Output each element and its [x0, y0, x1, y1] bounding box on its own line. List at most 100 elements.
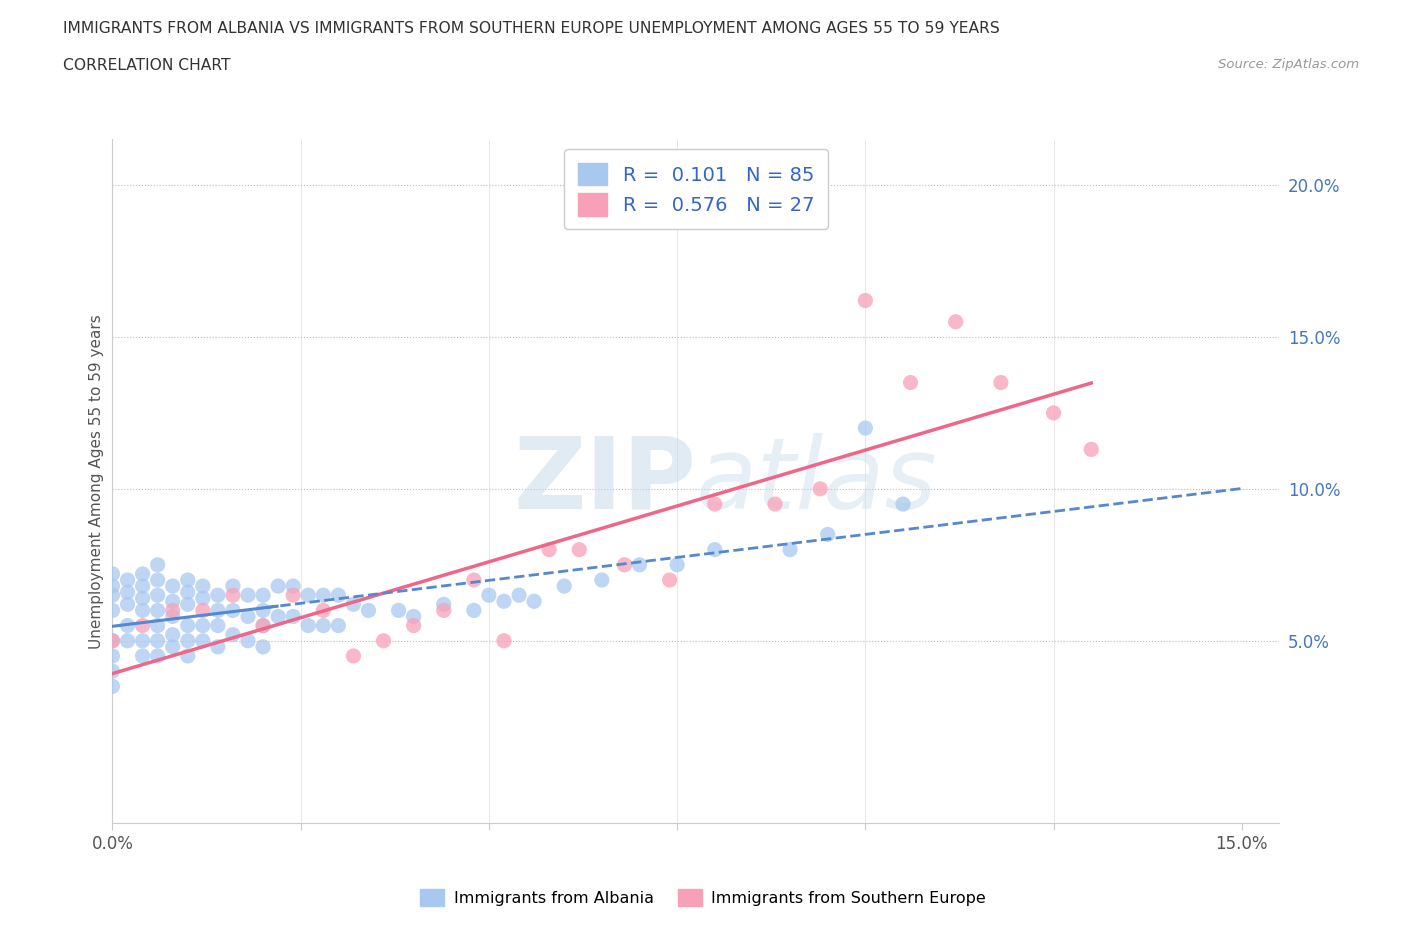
Point: [492, 633, 515, 648]
Point: [523, 594, 546, 609]
Point: [373, 633, 395, 648]
Point: [492, 594, 515, 609]
Point: [463, 603, 485, 618]
Point: [553, 578, 575, 593]
Point: [312, 588, 335, 603]
Point: [252, 640, 274, 655]
Point: [117, 585, 139, 600]
Point: [779, 542, 801, 557]
Point: [101, 578, 124, 593]
Point: [1042, 405, 1064, 420]
Point: [146, 633, 169, 648]
Point: [508, 588, 530, 603]
Point: [191, 578, 214, 593]
Point: [162, 594, 184, 609]
Point: [222, 627, 245, 642]
Point: [101, 633, 124, 648]
Point: [191, 591, 214, 605]
Text: Source: ZipAtlas.com: Source: ZipAtlas.com: [1219, 58, 1360, 71]
Point: [990, 375, 1012, 390]
Point: [283, 578, 305, 593]
Point: [283, 609, 305, 624]
Point: [703, 542, 725, 557]
Point: [312, 603, 335, 618]
Point: [191, 618, 214, 633]
Point: [658, 573, 681, 588]
Point: [433, 597, 456, 612]
Point: [297, 588, 319, 603]
Point: [117, 633, 139, 648]
Point: [236, 588, 259, 603]
Text: atlas: atlas: [696, 432, 938, 530]
Point: [252, 618, 274, 633]
Point: [591, 573, 613, 588]
Point: [222, 603, 245, 618]
Point: [101, 603, 124, 618]
Point: [900, 375, 922, 390]
Point: [236, 633, 259, 648]
Point: [131, 591, 153, 605]
Point: [267, 609, 290, 624]
Point: [703, 497, 725, 512]
Legend: Immigrants from Albania, Immigrants from Southern Europe: Immigrants from Albania, Immigrants from…: [413, 883, 993, 912]
Point: [328, 618, 350, 633]
Point: [222, 588, 245, 603]
Point: [207, 618, 229, 633]
Point: [328, 588, 350, 603]
Point: [177, 597, 200, 612]
Point: [117, 573, 139, 588]
Point: [312, 618, 335, 633]
Point: [207, 640, 229, 655]
Point: [101, 648, 124, 663]
Point: [146, 618, 169, 633]
Point: [433, 603, 456, 618]
Point: [252, 603, 274, 618]
Point: [177, 618, 200, 633]
Point: [207, 588, 229, 603]
Point: [101, 664, 124, 679]
Point: [101, 588, 124, 603]
Point: [666, 557, 689, 572]
Point: [131, 618, 153, 633]
Point: [146, 603, 169, 618]
Point: [402, 609, 425, 624]
Point: [177, 633, 200, 648]
Point: [222, 578, 245, 593]
Point: [177, 648, 200, 663]
Point: [162, 578, 184, 593]
Point: [146, 648, 169, 663]
Y-axis label: Unemployment Among Ages 55 to 59 years: Unemployment Among Ages 55 to 59 years: [89, 314, 104, 648]
Point: [236, 609, 259, 624]
Text: CORRELATION CHART: CORRELATION CHART: [63, 58, 231, 73]
Point: [146, 573, 169, 588]
Point: [628, 557, 651, 572]
Point: [162, 609, 184, 624]
Point: [357, 603, 380, 618]
Point: [342, 648, 364, 663]
Point: [538, 542, 561, 557]
Point: [131, 566, 153, 581]
Point: [162, 603, 184, 618]
Point: [101, 566, 124, 581]
Point: [146, 588, 169, 603]
Point: [177, 573, 200, 588]
Point: [1080, 442, 1102, 457]
Point: [177, 585, 200, 600]
Point: [162, 627, 184, 642]
Point: [101, 633, 124, 648]
Point: [117, 597, 139, 612]
Point: [207, 603, 229, 618]
Point: [568, 542, 591, 557]
Point: [387, 603, 409, 618]
Point: [131, 648, 153, 663]
Point: [131, 578, 153, 593]
Point: [101, 679, 124, 694]
Point: [131, 603, 153, 618]
Point: [817, 527, 839, 542]
Point: [891, 497, 914, 512]
Point: [162, 640, 184, 655]
Point: [763, 497, 786, 512]
Point: [191, 633, 214, 648]
Text: ZIP: ZIP: [513, 432, 696, 530]
Point: [478, 588, 501, 603]
